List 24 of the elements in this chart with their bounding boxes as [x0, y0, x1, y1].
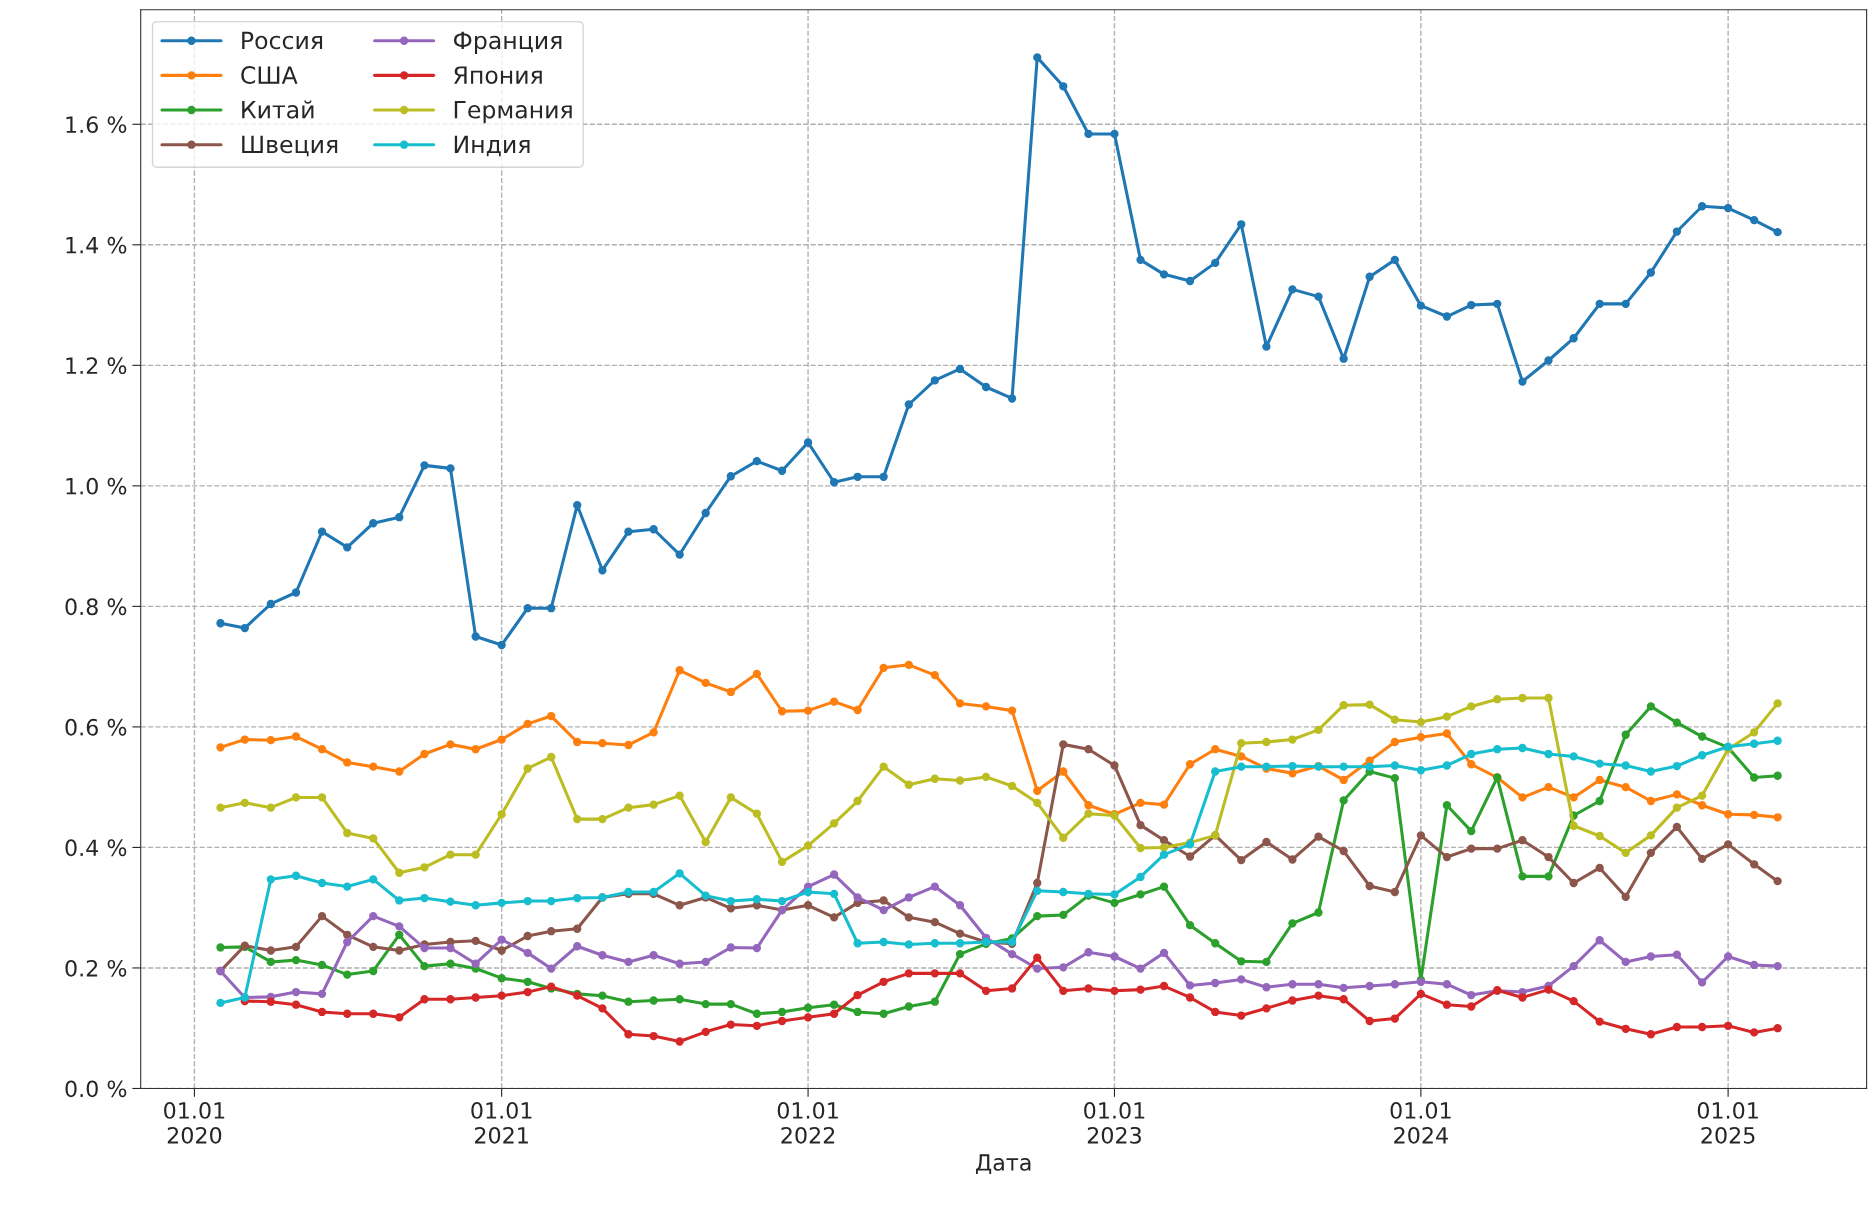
x-tick-label: 01.01 2025 — [1697, 1102, 1758, 1144]
y-tick-label: 1.0 % — [66, 477, 127, 495]
y-tick-label: 0.6 % — [65, 718, 127, 736]
x-tick-label: 01.01 2023 — [1084, 1102, 1145, 1144]
y-tick-label: 1.6 % — [66, 116, 127, 134]
y-tick-label: 0.4 % — [65, 839, 127, 857]
legend-label: Германия — [454, 101, 572, 124]
x-axis-title: Дата — [975, 1154, 1031, 1174]
x-tick-label: 01.01 2022 — [777, 1102, 838, 1144]
legend-label: Франция — [453, 31, 562, 54]
x-tick-label: 01.01 2021 — [471, 1102, 532, 1144]
legend-label: Индия — [454, 135, 530, 157]
legend-label: Швеция — [242, 135, 338, 157]
x-tick-label: 01.01 2024 — [1390, 1102, 1451, 1144]
y-tick-label: 0.8 % — [65, 598, 127, 616]
legend-label: США — [241, 66, 298, 84]
y-tick-label: 1.2 % — [66, 357, 127, 375]
y-tick-label: 1.4 % — [66, 236, 127, 254]
legend-label: Япония — [454, 66, 542, 84]
legend-label: Китай — [242, 100, 314, 119]
legend-label: Россия — [242, 31, 323, 50]
y-tick-label: 0.0 % — [65, 1080, 127, 1098]
y-tick-label: 0.2 % — [65, 959, 127, 977]
x-tick-label: 01.01 2020 — [164, 1102, 225, 1144]
